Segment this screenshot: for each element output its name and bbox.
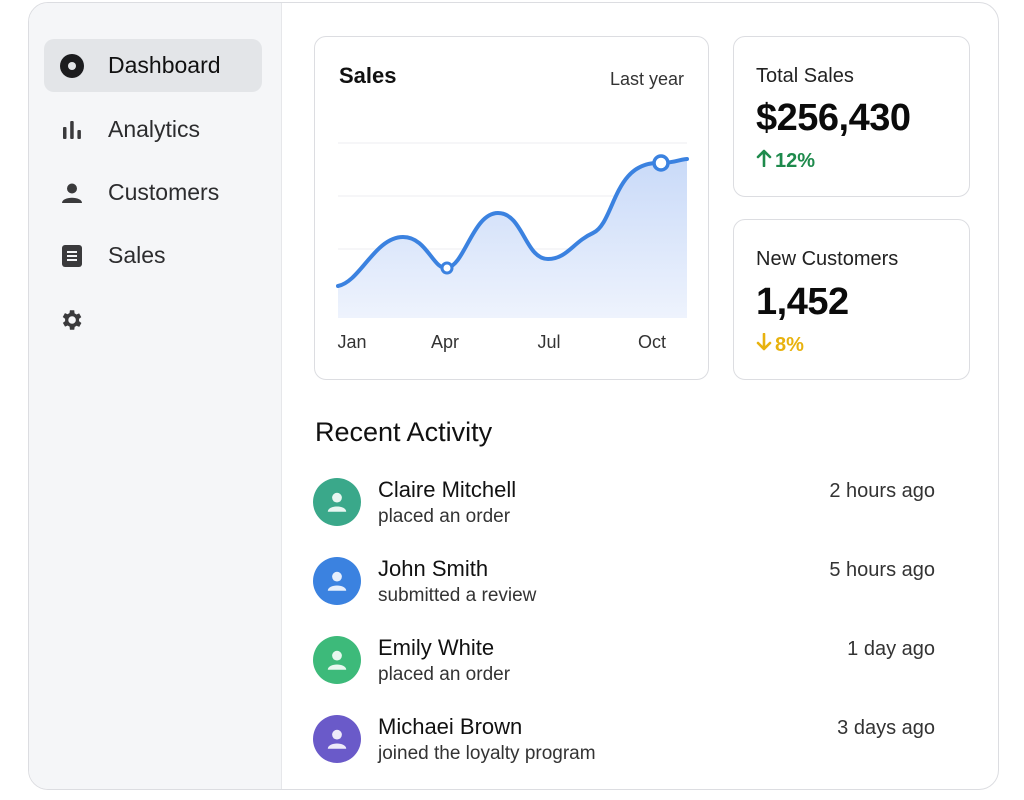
activity-name: Emily White — [378, 635, 495, 660]
avatar — [313, 715, 361, 763]
stat-value: $256,430 — [756, 97, 911, 139]
date-range-selector[interactable]: Last year — [609, 69, 684, 89]
person-icon — [58, 179, 86, 207]
stat-change-value: 12% — [775, 149, 816, 172]
settings-button[interactable] — [44, 293, 104, 346]
sidebar-item-sales[interactable]: Sales — [44, 229, 262, 282]
data-point-highlight[interactable] — [652, 154, 670, 172]
sales-chart-card: Sales Last year Jan Apr Jul Oct — [314, 36, 709, 380]
stat-label: Total Sales — [756, 65, 854, 87]
person-icon — [327, 650, 347, 670]
sidebar-item-label: Sales — [108, 242, 166, 268]
data-point[interactable] — [440, 261, 454, 275]
person-icon — [327, 571, 347, 591]
dashboard-window: Dashboard Analytics Customers Sales — [28, 2, 999, 790]
document-icon — [58, 242, 86, 270]
x-tick-label: Apr — [430, 332, 460, 352]
sales-area-chart — [336, 142, 689, 318]
activity-description: joined the loyalty program — [378, 743, 596, 764]
stat-label: New Customers — [756, 248, 899, 270]
activity-description: placed an order — [378, 664, 511, 685]
recent-activity-title: Recent Activity — [315, 417, 493, 447]
sales-card-title: Sales — [339, 63, 397, 88]
avatar — [313, 636, 361, 684]
dashboard-icon — [58, 52, 86, 80]
sidebar-item-label: Dashboard — [108, 52, 221, 78]
avatar — [313, 557, 361, 605]
person-icon — [327, 492, 347, 512]
stat-change: 12% — [756, 149, 815, 173]
arrow-up-icon — [756, 149, 772, 173]
bar-chart-icon — [58, 116, 86, 144]
x-tick-label: Oct — [637, 332, 667, 352]
stat-value: 1,452 — [756, 281, 849, 323]
activity-item[interactable]: Claire Mitchell placed an order 2 hours … — [313, 477, 935, 538]
person-icon — [327, 729, 347, 749]
avatar — [313, 478, 361, 526]
sidebar-item-analytics[interactable]: Analytics — [44, 103, 262, 156]
activity-name: Claire Mitchell — [378, 477, 517, 502]
new-customers-card: New Customers 1,452 8% — [733, 219, 970, 380]
sales-series-line — [336, 157, 689, 288]
x-tick-label: Jul — [537, 332, 561, 352]
activity-name: John Smith — [378, 556, 489, 581]
arrow-down-icon — [756, 332, 772, 357]
activity-description: placed an order — [378, 506, 511, 527]
activity-description: submitted a review — [378, 585, 537, 606]
stat-change-value: 8% — [775, 333, 804, 356]
sidebar-item-label: Customers — [108, 179, 220, 205]
sidebar-item-label: Analytics — [108, 116, 201, 142]
sales-area-fill — [338, 159, 687, 318]
stat-change: 8% — [756, 332, 804, 357]
activity-item[interactable]: Emily White placed an order 1 day ago — [313, 635, 935, 696]
sidebar-item-customers[interactable]: Customers — [44, 166, 262, 219]
total-sales-card: Total Sales $256,430 12% — [733, 36, 970, 197]
activity-time: 2 hours ago — [829, 480, 935, 502]
activity-item[interactable]: John Smith submitted a review 5 hours ag… — [313, 556, 935, 617]
sidebar-item-dashboard[interactable]: Dashboard — [44, 39, 262, 92]
gear-icon — [58, 306, 84, 334]
activity-time: 1 day ago — [847, 638, 935, 660]
activity-name: Michaei Brown — [378, 714, 523, 739]
activity-item[interactable]: Michaei Brown joined the loyalty program… — [313, 714, 935, 775]
x-tick-label: Jan — [337, 332, 367, 352]
sidebar: Dashboard Analytics Customers Sales — [29, 3, 282, 789]
activity-time: 5 hours ago — [829, 559, 935, 581]
activity-time: 3 days ago — [837, 717, 935, 739]
